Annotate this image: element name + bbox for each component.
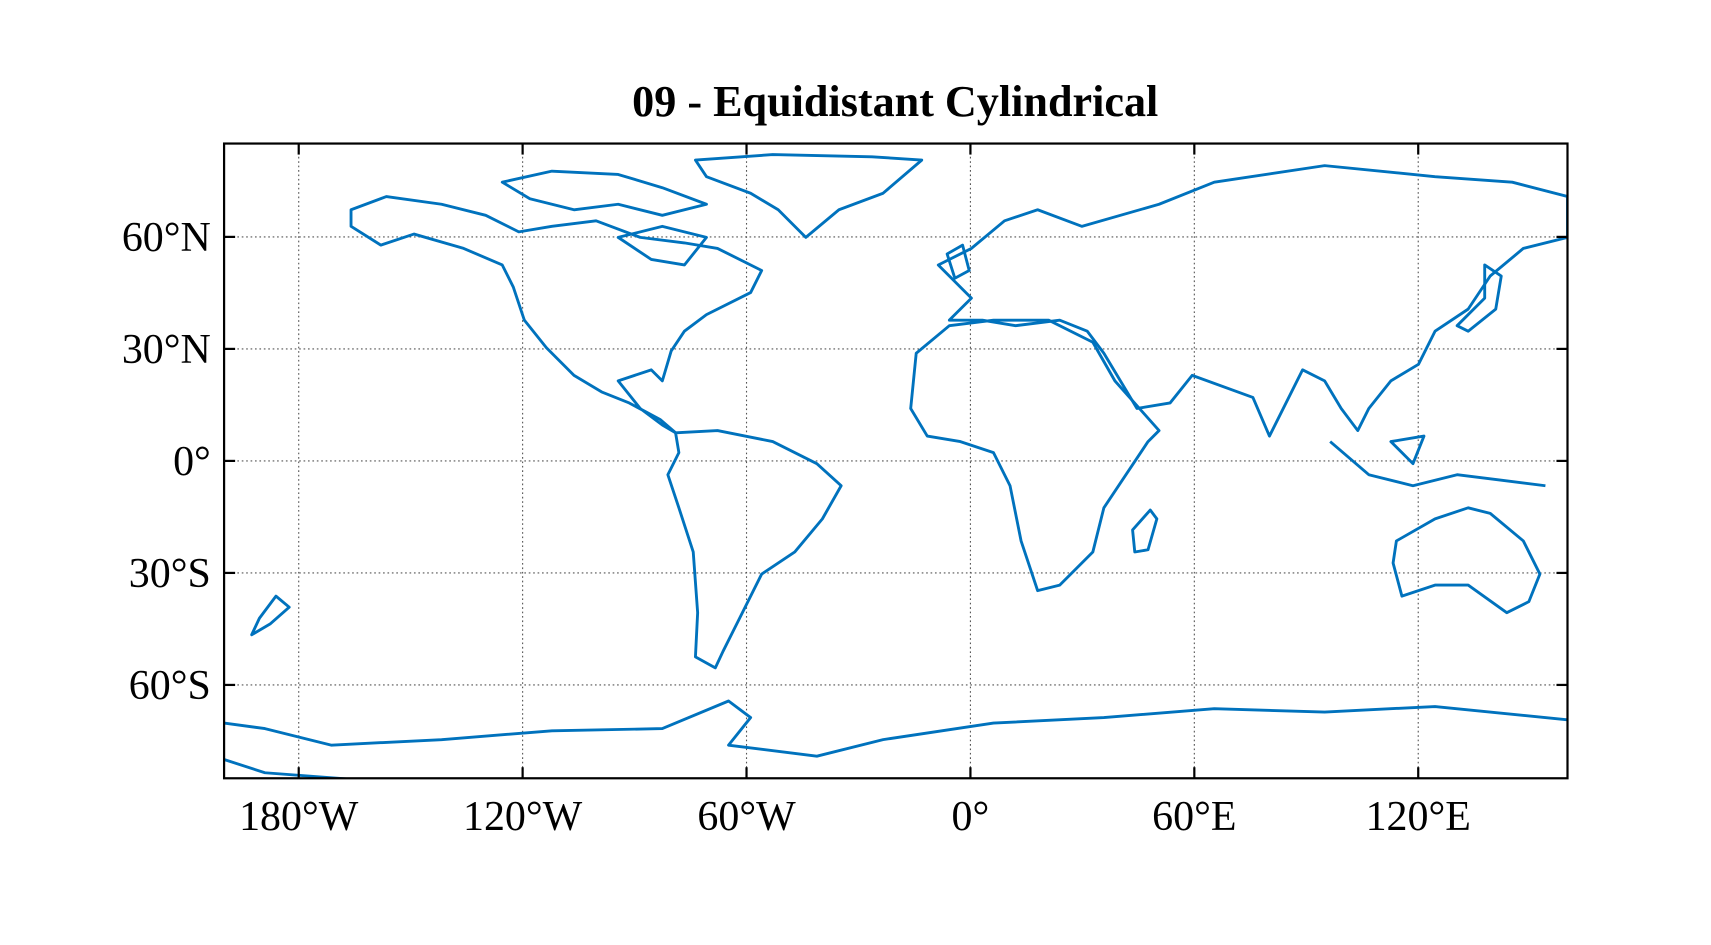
arctic-islands	[500, 169, 708, 267]
x-tick-label: 60°E	[1152, 794, 1236, 840]
x-tick-label: 0°	[952, 794, 990, 840]
x-tick-label: 120°E	[1366, 794, 1471, 840]
madagascar	[1131, 508, 1159, 554]
grid	[224, 143, 1568, 779]
x-tick-label: 60°W	[697, 794, 796, 840]
indonesia	[1329, 434, 1546, 488]
japan	[1455, 263, 1503, 333]
x-tick-label: 180°W	[239, 794, 359, 840]
north-america	[349, 195, 764, 435]
x-tick-label: 120°W	[463, 794, 583, 840]
eurasia	[936, 164, 1568, 438]
south-america	[666, 429, 843, 670]
antarctica	[224, 699, 1568, 779]
y-tick-label: 30°S	[129, 551, 211, 597]
y-tick-label: 60°S	[129, 663, 211, 709]
british-isles	[945, 243, 971, 280]
new-zealand	[250, 594, 291, 637]
y-tick-label: 0°	[173, 439, 211, 485]
africa	[909, 318, 1161, 593]
map-title: 09 - Equidistant Cylindrical	[632, 77, 1158, 126]
greenland	[694, 153, 924, 239]
coastlines	[224, 153, 1568, 779]
y-tick-label: 60°N	[122, 215, 211, 261]
australia	[1391, 506, 1542, 615]
y-tick-label: 30°N	[122, 327, 211, 373]
